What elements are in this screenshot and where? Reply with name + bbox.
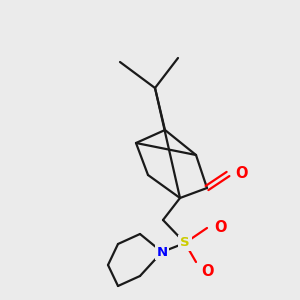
Text: O: O — [201, 264, 214, 279]
Text: O: O — [235, 166, 247, 181]
Text: S: S — [180, 236, 190, 250]
Text: N: N — [156, 245, 168, 259]
Text: O: O — [214, 220, 226, 235]
